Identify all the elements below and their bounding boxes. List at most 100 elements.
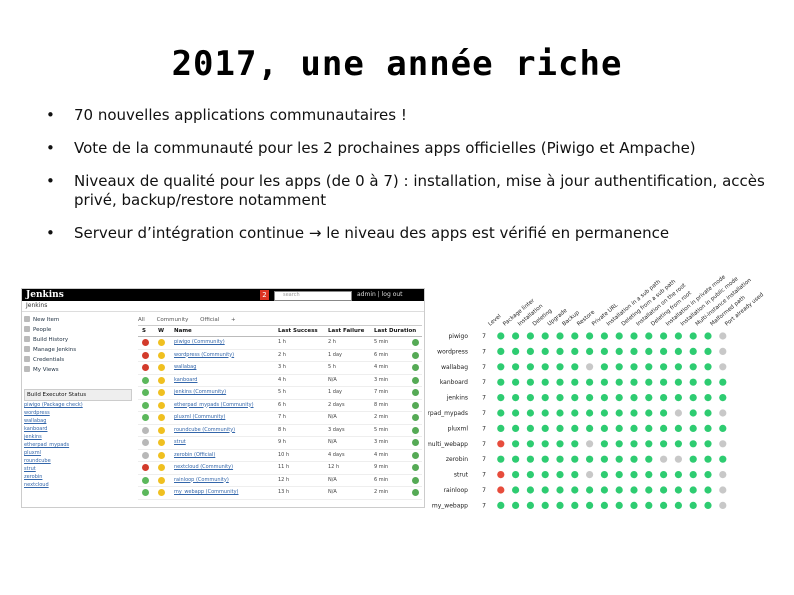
quality-dot — [526, 440, 534, 448]
quality-dot — [719, 471, 727, 479]
executor-item[interactable]: piwigo (Package check) — [24, 402, 83, 408]
job-row[interactable]: nextcloud (Community) 11 h 12 h 9 min — [138, 462, 422, 475]
executor-item[interactable]: strut — [24, 466, 36, 472]
tab-official[interactable]: Official — [200, 317, 220, 323]
schedule-build-icon[interactable] — [412, 476, 419, 484]
executor-item[interactable]: nextcloud — [24, 482, 49, 488]
job-name[interactable]: wordpress (Community) — [174, 351, 235, 358]
jenkins-logo[interactable]: Jenkins — [26, 290, 64, 300]
last-duration: 5 min — [374, 426, 389, 433]
tab-all[interactable]: All — [138, 317, 145, 323]
executor-item[interactable]: wordpress — [24, 410, 50, 416]
job-row[interactable]: jenkins (Community) 5 h 1 day 7 min — [138, 387, 422, 400]
job-row[interactable]: kanboard 4 h N/A 3 min — [138, 375, 422, 387]
quality-dot — [526, 455, 534, 463]
job-name[interactable]: kanboard — [174, 376, 198, 383]
schedule-build-icon[interactable] — [412, 451, 419, 459]
job-row[interactable]: piwigo (Community) 1 h 2 h 5 min — [138, 337, 422, 350]
schedule-build-icon[interactable] — [412, 489, 419, 496]
job-name[interactable]: zerobin (Official) — [174, 451, 216, 458]
schedule-build-icon[interactable] — [412, 426, 419, 434]
job-row[interactable]: my_webapp (Community) 13 h N/A 2 min — [138, 487, 422, 500]
job-row[interactable]: etherpad_mypads (Community) 6 h 2 days 8 mi… — [138, 400, 422, 412]
schedule-build-icon[interactable] — [412, 464, 419, 471]
tab-community[interactable]: Community — [156, 317, 189, 323]
app-name: rainloop — [444, 487, 469, 494]
job-name[interactable]: pluxml (Community) — [174, 414, 226, 420]
breadcrumb[interactable]: Jenkins — [22, 301, 424, 312]
schedule-build-icon[interactable] — [412, 364, 419, 371]
executor-item[interactable]: jenkins — [24, 434, 42, 440]
job-row[interactable]: pluxml (Community) 7 h N/A 2 min — [138, 412, 422, 425]
quality-dot — [526, 347, 534, 355]
job-row[interactable]: strut 9 h N/A 3 min — [138, 437, 422, 450]
job-name[interactable]: rainloop (Community) — [174, 476, 229, 483]
app-level: 7 — [482, 502, 486, 509]
schedule-build-icon[interactable] — [412, 376, 419, 384]
quality-dot — [674, 363, 682, 371]
job-row[interactable]: rainloop (Community) 12 h N/A 6 min — [138, 475, 422, 487]
weather-icon — [158, 426, 165, 434]
schedule-build-icon[interactable] — [412, 389, 419, 396]
job-name[interactable]: etherpad_mypads (Community) — [174, 401, 254, 408]
tab-add[interactable]: + — [231, 317, 236, 323]
quality-dot — [689, 471, 697, 479]
quality-dot — [660, 486, 668, 494]
job-row[interactable]: wordpress (Community) 2 h 1 day 6 min — [138, 350, 422, 362]
sidebar-item[interactable]: Manage Jenkins — [24, 345, 132, 355]
job-name[interactable]: roundcube (Community) — [174, 426, 236, 433]
job-row[interactable]: zerobin (Official) 10 h 4 days 4 min — [138, 450, 422, 462]
search-input[interactable]: search — [274, 291, 352, 301]
job-name[interactable]: jenkins (Community) — [174, 389, 227, 395]
job-row[interactable]: wallabag 3 h 5 h 4 min — [138, 362, 422, 375]
schedule-build-icon[interactable] — [412, 339, 419, 346]
executor-item[interactable]: roundcube — [24, 458, 51, 464]
quality-dot — [615, 424, 623, 432]
schedule-build-icon[interactable] — [412, 439, 419, 446]
last-failure: 1 day — [328, 389, 342, 395]
executor-item[interactable]: pluxml — [24, 450, 41, 456]
sidebar-item[interactable]: People — [24, 325, 132, 335]
sidebar-item[interactable]: Build History — [24, 335, 132, 345]
quality-dot — [689, 332, 697, 340]
quality-dot — [660, 409, 668, 417]
quality-dot — [600, 471, 608, 479]
quality-dot — [660, 501, 668, 509]
quality-dot — [719, 455, 727, 463]
quality-dot — [556, 347, 564, 355]
schedule-build-icon[interactable] — [412, 401, 419, 409]
sidebar-item[interactable]: My Views — [24, 365, 132, 375]
schedule-build-icon[interactable] — [412, 351, 419, 359]
quality-dot — [586, 440, 594, 448]
notification-badge[interactable]: 2 — [260, 290, 269, 300]
quality-dot — [689, 424, 697, 432]
bullet-symbol: • — [46, 139, 55, 157]
job-name[interactable]: my_webapp (Community) — [174, 489, 239, 495]
quality-dot — [541, 471, 549, 479]
job-name[interactable]: strut — [174, 439, 186, 445]
app-name: wordpress — [437, 348, 468, 355]
quality-dot — [526, 378, 534, 386]
quality-dot — [674, 394, 682, 402]
executor-item[interactable]: kanboard — [24, 426, 48, 432]
build-status-icon — [142, 476, 149, 484]
user-links[interactable]: admin | log out — [357, 291, 403, 298]
job-name[interactable]: nextcloud (Community) — [174, 464, 234, 470]
job-name[interactable]: wallabag — [174, 364, 197, 370]
build-status-icon — [142, 439, 149, 446]
quality-dot — [512, 424, 520, 432]
quality-dot — [586, 501, 594, 509]
sidebar-item-label: Build History — [33, 337, 69, 343]
last-failure: 1 day — [328, 351, 342, 358]
executor-item[interactable]: wallabag — [24, 418, 47, 424]
job-name[interactable]: piwigo (Community) — [174, 339, 225, 345]
schedule-build-icon[interactable] — [412, 414, 419, 421]
quality-dot — [719, 363, 727, 371]
sidebar-item[interactable]: Credentials — [24, 355, 132, 365]
weather-icon — [158, 376, 165, 384]
sidebar-item[interactable]: New Item — [24, 315, 132, 325]
executor-item[interactable]: etherpad_mypads — [24, 442, 70, 448]
executor-item[interactable]: zerobin — [24, 474, 43, 480]
job-row[interactable]: roundcube (Community) 8 h 3 days 5 min — [138, 425, 422, 437]
bullet-item: • Vote de la communauté pour les 2 procha… — [46, 139, 766, 158]
